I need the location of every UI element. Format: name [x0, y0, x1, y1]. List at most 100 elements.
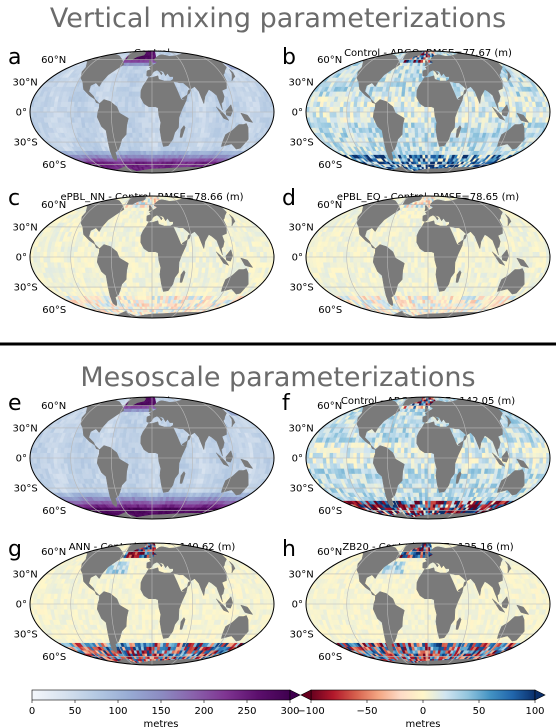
lat-label: 60°S	[42, 506, 66, 517]
map-outline-d	[305, 195, 551, 319]
land-japan	[505, 214, 512, 227]
lat-label: 60°N	[317, 401, 342, 412]
colorbar-label: metres	[405, 719, 440, 728]
gridlines-b	[306, 51, 550, 173]
colorbar-body	[31, 689, 291, 701]
lat-label: 0°	[292, 454, 303, 465]
land-namerica	[75, 400, 125, 450]
heatmap-row	[30, 251, 274, 258]
panel-label-b: b	[282, 45, 296, 70]
heatmap-row	[316, 286, 540, 292]
lat-label: 30°N	[288, 423, 313, 434]
land-africaeurasia	[140, 52, 228, 147]
colorbar-tick-label: 0	[420, 706, 426, 717]
colorbar-tick-label: 100	[108, 706, 127, 717]
colorbar-tick-label: 50	[473, 706, 486, 717]
land-australia	[496, 268, 525, 295]
colorbar-sequential: 0 50 100 150 200 250 300 metres	[29, 689, 301, 728]
lat-label: 60°N	[41, 401, 66, 412]
map-a	[30, 51, 274, 173]
land-indonesia1	[492, 452, 506, 467]
land-madagascar	[179, 270, 186, 283]
land-indonesia1	[492, 106, 506, 121]
lat-label: 0°	[292, 108, 303, 119]
map-outline-e	[29, 396, 275, 520]
land-newguinea	[516, 604, 530, 615]
gridlines-a	[30, 51, 274, 173]
lat-label: 30°S	[290, 283, 314, 294]
land-madagascar	[455, 125, 462, 138]
lat-label: 30°N	[288, 222, 313, 233]
land-borneo	[225, 104, 233, 117]
land-madagascar	[179, 471, 186, 484]
colorbar-extend-max	[534, 689, 546, 701]
land-namerica	[75, 199, 125, 249]
land-scand_fill	[154, 400, 165, 409]
land-britain	[148, 204, 153, 212]
map-outline-a	[29, 50, 275, 174]
land-newguinea	[516, 112, 530, 123]
lat-label: 60°N	[317, 547, 342, 558]
land-borneo	[501, 249, 509, 262]
land-australia	[220, 469, 249, 496]
panel-label-a: a	[8, 45, 21, 70]
lat-label: 0°	[16, 600, 27, 611]
land-africaeurasia	[140, 398, 228, 493]
land-indonesia1	[216, 598, 230, 613]
land-japan	[505, 561, 512, 574]
land-africaeurasia	[416, 544, 504, 639]
land-scand_fill	[154, 199, 165, 208]
colorbar-tick-label: −100	[297, 706, 324, 717]
map-b	[306, 51, 550, 173]
lat-label: 30°N	[288, 77, 313, 88]
map-outline-g	[29, 542, 275, 666]
lat-label: 60°S	[318, 506, 342, 517]
land-australia	[220, 123, 249, 150]
land-africaeurasia	[416, 197, 504, 292]
panel-label-g: g	[8, 537, 22, 562]
lat-label: 0°	[292, 253, 303, 264]
colorbar-tick-label: 0	[29, 706, 35, 717]
map-outline-f	[305, 396, 551, 520]
colorbar-label: metres	[143, 719, 178, 728]
land-britain	[148, 551, 153, 559]
panel-label-c: c	[8, 186, 20, 211]
lat-label: 60°S	[42, 305, 66, 316]
land-newguinea	[240, 112, 254, 123]
lat-label: 30°S	[290, 630, 314, 641]
colorbar-tick-label: 200	[194, 706, 213, 717]
panel-label-f: f	[282, 391, 291, 416]
lat-label: 30°N	[12, 423, 37, 434]
heatmap-row	[319, 492, 537, 497]
land-madagascar	[455, 270, 462, 283]
land-japan	[229, 214, 236, 227]
lat-label: 60°N	[41, 200, 66, 211]
lat-label: 60°S	[318, 652, 342, 663]
land-namerica	[75, 54, 125, 104]
land-scand_fill	[154, 54, 165, 63]
gridlines-e	[30, 397, 274, 519]
lat-label: 0°	[292, 600, 303, 611]
map-d	[306, 196, 550, 318]
lat-label: 60°S	[318, 160, 342, 171]
land-britain	[148, 59, 153, 67]
land-australia	[496, 123, 525, 150]
gridlines-g	[30, 543, 274, 665]
colorbar-tick-label: 300	[280, 706, 299, 717]
colorbar-diverging: −100 −50 0 50 100 metres	[297, 689, 546, 728]
lat-label: 30°S	[14, 630, 38, 641]
land-scand_fill	[430, 546, 441, 555]
land-japan	[505, 415, 512, 428]
lat-label: 60°S	[42, 160, 66, 171]
colorbar-body	[310, 689, 536, 701]
lat-label: 60°S	[42, 652, 66, 663]
lat-label: 30°N	[12, 77, 37, 88]
lat-label: 60°N	[317, 200, 342, 211]
land-borneo	[225, 450, 233, 463]
land-africaeurasia	[416, 52, 504, 147]
land-britain	[148, 405, 153, 413]
